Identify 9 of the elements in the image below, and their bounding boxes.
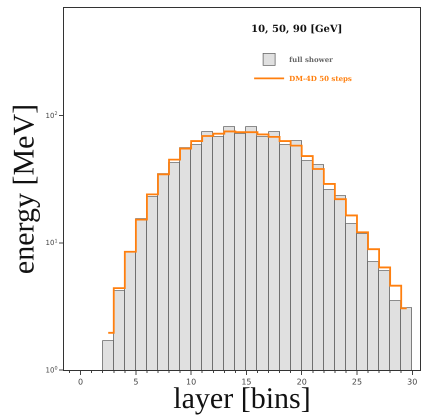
x-tick-label: 0 xyxy=(78,378,84,387)
legend-title: 10, 50, 90 [GeV] xyxy=(251,24,342,35)
x-tick-label: 15 xyxy=(241,378,252,387)
x-tick-label: 5 xyxy=(133,378,138,387)
x-tick-label: 25 xyxy=(352,378,362,387)
x-tick-label: 10 xyxy=(186,378,196,387)
x-tick-label: 30 xyxy=(407,378,418,387)
x-tick-label: 20 xyxy=(296,378,307,387)
y-axis-title: energy [MeV] xyxy=(8,104,41,274)
